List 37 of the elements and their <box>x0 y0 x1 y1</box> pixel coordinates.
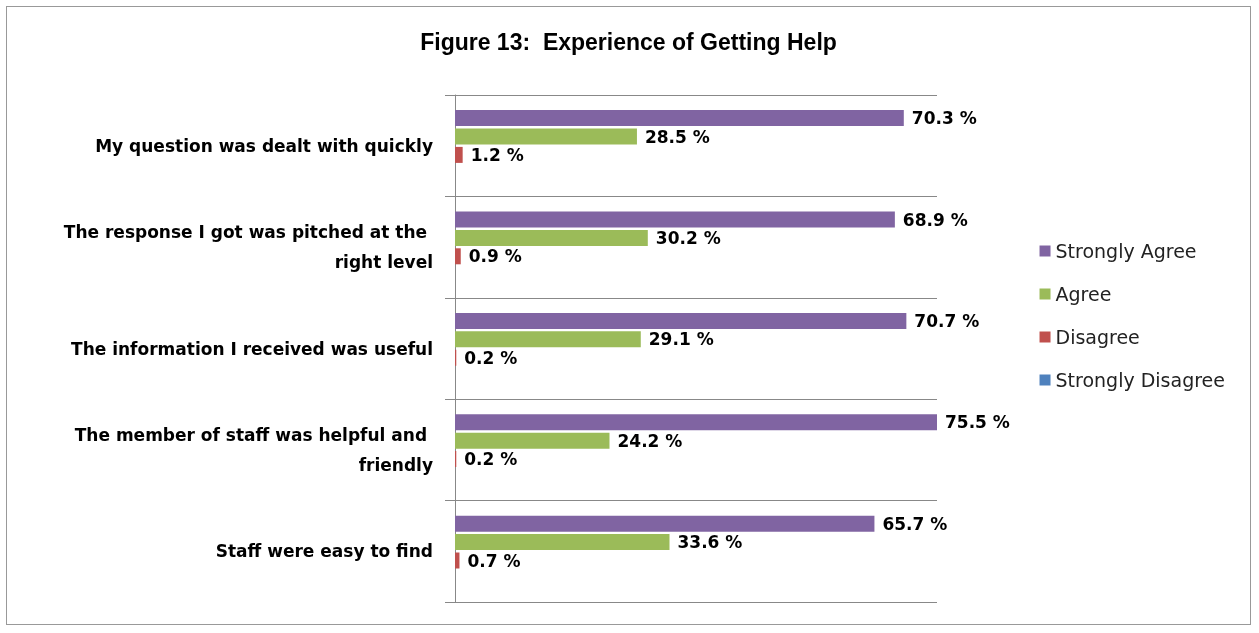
bar <box>455 312 907 329</box>
y-tick-label: The information I received was useful <box>71 338 433 359</box>
data-label: 0.9 % <box>468 246 522 267</box>
data-label: 29.1 % <box>648 329 714 350</box>
data-label: 28.5 % <box>644 126 710 147</box>
data-label: 75.5 % <box>945 412 1010 433</box>
data-label: 70.3 % <box>911 108 977 129</box>
data-label: 0.2 % <box>464 449 518 470</box>
bar <box>455 515 875 532</box>
y-tick-label: Staff were easy to find <box>215 541 433 562</box>
bar <box>455 432 610 449</box>
data-label: 0.2 % <box>464 347 518 368</box>
bar <box>455 146 463 163</box>
data-label: 70.7 % <box>914 310 980 331</box>
data-label: 24.2 % <box>617 430 683 451</box>
bar <box>455 414 937 431</box>
y-tick-label: The member of staff was helpful and friendly <box>74 424 433 475</box>
data-label: 30.2 % <box>655 227 721 248</box>
data-label: 1.2 % <box>470 144 524 165</box>
bar <box>455 211 895 228</box>
y-tick-label: The response I got was pitched at the right level <box>63 222 433 273</box>
bar <box>455 128 637 145</box>
legend-label: Agree <box>1055 283 1112 305</box>
legend-label: Strongly Agree <box>1055 240 1197 262</box>
legend-label: Strongly Disagree <box>1055 369 1226 391</box>
chart-title: Figure 13: Experience of Getting Help <box>420 28 837 55</box>
y-tick-label: My question was dealt with quickly <box>95 135 433 156</box>
data-label: 65.7 % <box>882 513 948 534</box>
bar <box>455 110 904 127</box>
data-label: 33.6 % <box>677 532 743 553</box>
bar <box>455 331 641 348</box>
data-label: 0.7 % <box>467 550 521 571</box>
bar <box>455 534 670 551</box>
legend-label: Disagree <box>1055 326 1140 348</box>
data-label: 68.9 % <box>902 209 968 230</box>
bar <box>455 248 461 265</box>
bar <box>455 229 648 246</box>
